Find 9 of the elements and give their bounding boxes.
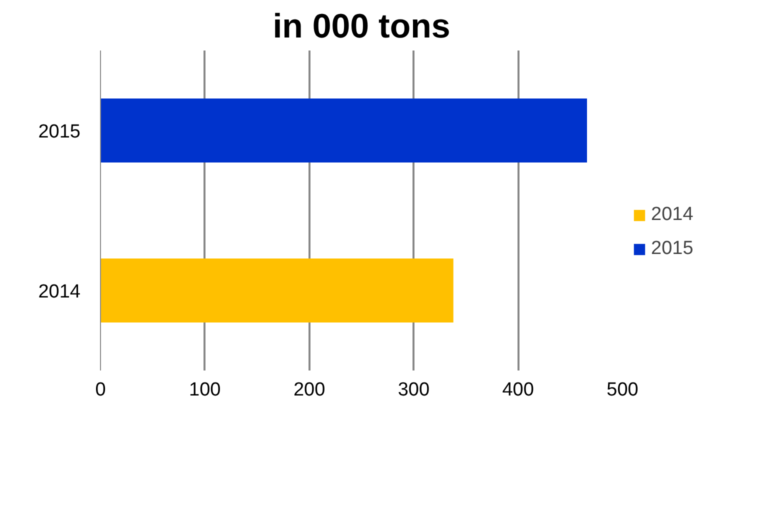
legend-label: 2014 (651, 204, 694, 226)
legend-label: 2015 (651, 238, 694, 260)
x-tick-label: 100 (189, 380, 221, 400)
x-tick-label: 500 (606, 380, 638, 400)
x-tick-label: 400 (502, 380, 534, 400)
chart-title: in 000 tons (272, 8, 450, 46)
x-tick-label: 200 (293, 380, 326, 400)
x-tick-label: 0 (95, 380, 106, 400)
x-tick-label: 300 (398, 380, 430, 400)
